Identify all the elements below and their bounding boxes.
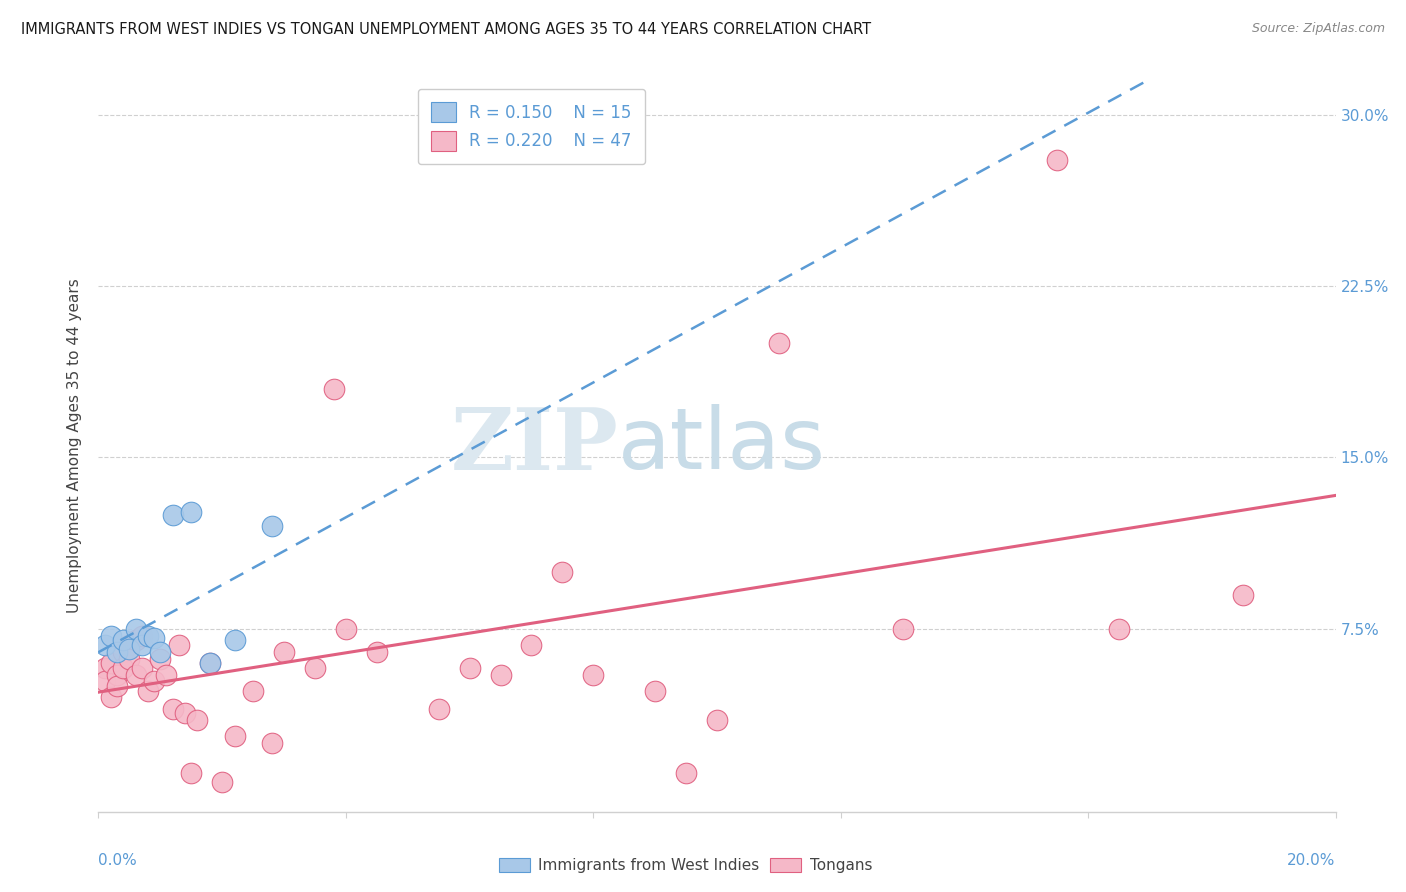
Point <box>100 656 122 670</box>
Point <box>224 633 246 648</box>
Point <box>304 661 326 675</box>
Point <box>224 729 246 743</box>
Point <box>198 656 221 670</box>
Point <box>143 674 166 689</box>
Point <box>335 622 357 636</box>
Point <box>427 702 450 716</box>
Point <box>93 674 115 689</box>
Point <box>273 645 295 659</box>
Point <box>644 683 666 698</box>
Point <box>260 519 283 533</box>
Point <box>112 645 135 659</box>
Point <box>180 505 202 519</box>
Point <box>366 645 388 659</box>
Point <box>242 683 264 698</box>
Point <box>118 651 141 665</box>
Point <box>118 638 141 652</box>
Point <box>124 633 146 648</box>
Point <box>112 661 135 675</box>
Point <box>675 765 697 780</box>
Point <box>124 667 146 681</box>
Point <box>100 629 122 643</box>
Text: 20.0%: 20.0% <box>1288 853 1336 868</box>
Point <box>93 661 115 675</box>
Point <box>1232 588 1254 602</box>
Point <box>322 382 344 396</box>
Point <box>149 651 172 665</box>
Text: IMMIGRANTS FROM WEST INDIES VS TONGAN UNEMPLOYMENT AMONG AGES 35 TO 44 YEARS COR: IMMIGRANTS FROM WEST INDIES VS TONGAN UN… <box>21 22 872 37</box>
Point <box>458 661 481 675</box>
Point <box>136 629 159 643</box>
Text: Tongans: Tongans <box>810 858 872 872</box>
Point <box>105 679 128 693</box>
Point <box>551 565 574 579</box>
Point <box>162 508 184 522</box>
Point <box>105 645 128 659</box>
Point <box>891 622 914 636</box>
Point <box>260 736 283 750</box>
Point <box>112 633 135 648</box>
Point <box>186 714 208 728</box>
Point <box>131 661 153 675</box>
Text: Source: ZipAtlas.com: Source: ZipAtlas.com <box>1251 22 1385 36</box>
Point <box>136 683 159 698</box>
Point <box>167 638 190 652</box>
Point <box>520 638 543 652</box>
Point <box>131 638 153 652</box>
Point <box>174 706 197 721</box>
Point <box>1108 622 1130 636</box>
Point <box>706 714 728 728</box>
Point <box>93 638 115 652</box>
Point <box>162 702 184 716</box>
Point <box>582 667 605 681</box>
Point <box>1046 153 1069 168</box>
Text: atlas: atlas <box>619 404 827 488</box>
Point <box>768 336 790 351</box>
Point <box>143 631 166 645</box>
Point <box>131 629 153 643</box>
Point <box>198 656 221 670</box>
Text: Immigrants from West Indies: Immigrants from West Indies <box>538 858 759 872</box>
Point <box>118 642 141 657</box>
Point <box>155 667 177 681</box>
Text: ZIP: ZIP <box>450 404 619 488</box>
Point <box>180 765 202 780</box>
Point <box>124 622 146 636</box>
Y-axis label: Unemployment Among Ages 35 to 44 years: Unemployment Among Ages 35 to 44 years <box>67 278 83 614</box>
Legend: R = 0.150    N = 15, R = 0.220    N = 47: R = 0.150 N = 15, R = 0.220 N = 47 <box>418 88 645 164</box>
Point <box>489 667 512 681</box>
Point <box>149 645 172 659</box>
Point <box>105 667 128 681</box>
Point <box>100 690 122 705</box>
Point <box>211 775 233 789</box>
Text: 0.0%: 0.0% <box>98 853 138 868</box>
